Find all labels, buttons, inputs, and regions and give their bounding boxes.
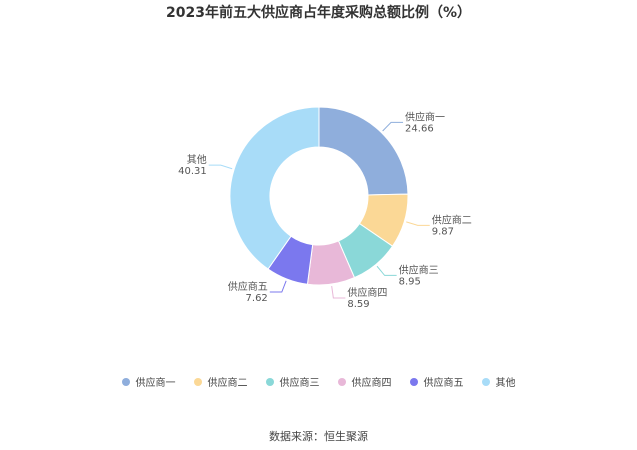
- source-note: 数据来源：恒生聚源: [269, 430, 368, 443]
- leader-line-5: [269, 280, 287, 293]
- chart-title: 2023年前五大供应商占年度采购总额比例（%）: [166, 5, 471, 21]
- legend-label: 供应商三: [279, 378, 320, 389]
- legend-label: 供应商四: [351, 378, 392, 389]
- legend-swatch-icon: [121, 377, 130, 386]
- legend-item-1[interactable]: 供应商一: [121, 374, 176, 389]
- legend: 供应商一 供应商二 供应商三 供应商四 供应商五 其他: [0, 374, 637, 389]
- legend-item-4[interactable]: 供应商四: [337, 374, 392, 389]
- slice-label-1: 供应商一: [405, 110, 445, 123]
- slice-value-2: 9.87: [432, 226, 454, 237]
- legend-swatch-icon: [265, 377, 274, 386]
- slice-value-6: 40.31: [178, 166, 207, 177]
- slice-label-6: 其他: [187, 153, 207, 166]
- slice-label-5: 供应商五: [228, 280, 268, 293]
- legend-item-2[interactable]: 供应商二: [193, 374, 248, 389]
- legend-label: 供应商二: [207, 378, 248, 389]
- legend-swatch-icon: [409, 377, 418, 386]
- slice-value-5: 7.62: [246, 293, 268, 304]
- legend-item-5[interactable]: 供应商五: [409, 374, 464, 389]
- slice-value-1: 24.66: [405, 123, 434, 134]
- leader-line-3: [376, 265, 397, 276]
- legend-label: 供应商一: [135, 378, 176, 389]
- leader-line-1: [382, 121, 404, 132]
- legend-item-6[interactable]: 其他: [481, 374, 516, 389]
- legend-label: 供应商五: [423, 378, 464, 389]
- slice-1: [318, 106, 409, 196]
- slice-value-3: 8.95: [399, 276, 421, 287]
- legend-label: 其他: [495, 378, 516, 389]
- slice-value-4: 8.59: [347, 299, 369, 310]
- legend-item-3[interactable]: 供应商三: [265, 374, 320, 389]
- legend-swatch-icon: [193, 377, 202, 386]
- leader-line-6: [208, 164, 233, 170]
- leader-line-4: [331, 286, 346, 299]
- slice-label-3: 供应商三: [399, 263, 439, 276]
- slice-label-4: 供应商四: [347, 286, 387, 299]
- slice-6: [229, 106, 320, 270]
- legend-swatch-icon: [337, 377, 346, 386]
- slice-label-2: 供应商二: [432, 213, 472, 226]
- leader-line-2: [406, 221, 430, 226]
- legend-swatch-icon: [481, 377, 490, 386]
